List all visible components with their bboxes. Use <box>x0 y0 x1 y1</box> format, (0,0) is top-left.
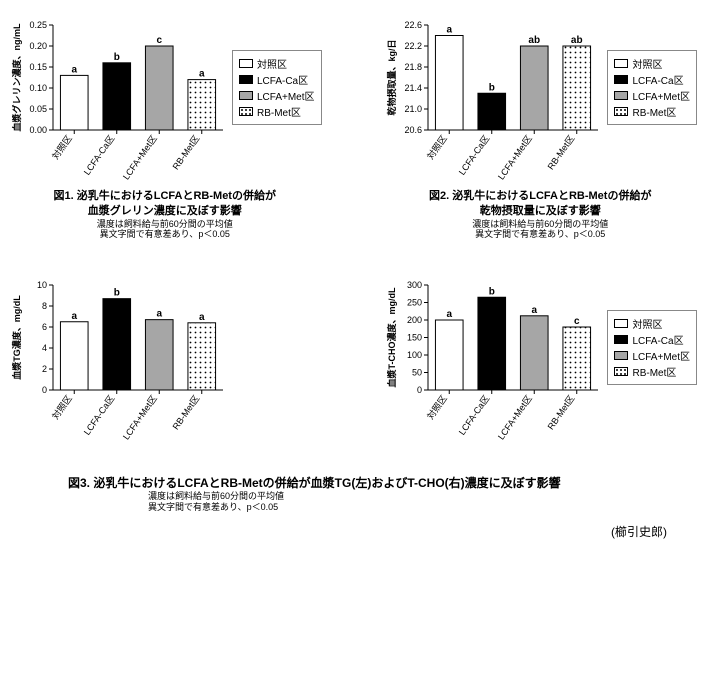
svg-text:RB-Met区: RB-Met区 <box>546 133 577 171</box>
svg-text:LCFA+Met区: LCFA+Met区 <box>121 133 159 181</box>
svg-text:RB-Met区: RB-Met区 <box>171 133 202 171</box>
svg-text:乾物摂取量、kg/日: 乾物摂取量、kg/日 <box>386 39 397 115</box>
svg-text:250: 250 <box>407 298 422 308</box>
fig3b-legend: 対照区LCFA-Ca区LCFA+Met区RB-Met区 <box>607 310 697 385</box>
svg-text:20.6: 20.6 <box>405 125 423 135</box>
svg-text:a: a <box>71 311 77 322</box>
svg-text:ab: ab <box>529 35 541 46</box>
svg-text:LCFA+Met区: LCFA+Met区 <box>121 394 159 442</box>
svg-text:0.20: 0.20 <box>29 41 47 51</box>
svg-text:6: 6 <box>42 322 47 332</box>
svg-text:200: 200 <box>407 315 422 325</box>
svg-text:a: a <box>199 69 205 80</box>
fig2-panel: 20.6 21.0 21.4 21.8 22.2 22.6 a 対照区 b LCFA-Ca区 ab L… <box>383 10 697 240</box>
svg-text:b: b <box>489 287 495 298</box>
fig2-caption: 図2. 泌乳牛におけるLCFAとRB-Metの併給が 乾物摂取量に及ぼす影響 濃… <box>429 189 651 240</box>
svg-text:c: c <box>156 35 162 46</box>
svg-text:0: 0 <box>417 385 422 395</box>
fig3-caption: 図3. 泌乳牛におけるLCFAとRB-Metの併給が血漿TG(左)およびT-CH… <box>8 475 697 513</box>
fig3b-chart: 0 50 100 150 200 250 300 a 対照区 b LCFA-Ca区 a LCFA+Met… <box>383 270 603 445</box>
svg-text:LCFA-Ca区: LCFA-Ca区 <box>457 394 492 437</box>
svg-text:c: c <box>574 316 580 327</box>
svg-text:22.2: 22.2 <box>405 41 423 51</box>
svg-text:300: 300 <box>407 280 422 290</box>
svg-text:血漿グレリン濃度、ng/mL: 血漿グレリン濃度、ng/mL <box>11 23 22 131</box>
svg-text:RB-Met区: RB-Met区 <box>171 394 202 432</box>
svg-text:LCFA-Ca区: LCFA-Ca区 <box>82 133 117 176</box>
svg-text:21.0: 21.0 <box>405 104 423 114</box>
svg-text:21.4: 21.4 <box>405 83 423 93</box>
svg-text:4: 4 <box>42 343 47 353</box>
svg-text:0.15: 0.15 <box>29 62 47 72</box>
svg-text:22.6: 22.6 <box>405 20 423 30</box>
fig3a-panel: 0 2 4 6 8 10 a 対照区 b LCFA-Ca区 a LCFA+Met区 a RB-Met区 血漿… <box>8 270 228 445</box>
svg-text:a: a <box>156 309 162 320</box>
fig1-legend: 対照区LCFA-Ca区LCFA+Met区RB-Met区 <box>232 50 322 125</box>
fig2-chart: 20.6 21.0 21.4 21.8 22.2 22.6 a 対照区 b LCFA-Ca区 ab L… <box>383 10 603 185</box>
svg-text:RB-Met区: RB-Met区 <box>546 394 577 432</box>
fig1-panel: 0.00 0.05 0.10 0.15 0.20 0.25 a 対照区 b LCFA-Ca区 c LC… <box>8 10 322 240</box>
svg-text:0.10: 0.10 <box>29 83 47 93</box>
svg-text:b: b <box>489 82 495 93</box>
svg-text:a: a <box>532 305 538 316</box>
svg-text:LCFA-Ca区: LCFA-Ca区 <box>457 133 492 176</box>
svg-text:a: a <box>447 309 453 320</box>
fig1-chart: 0.00 0.05 0.10 0.15 0.20 0.25 a 対照区 b LCFA-Ca区 c LC… <box>8 10 228 185</box>
author: (櫛引史郎) <box>8 523 697 540</box>
svg-text:0.05: 0.05 <box>29 104 47 114</box>
svg-text:ab: ab <box>571 35 583 46</box>
svg-text:LCFA+Met区: LCFA+Met区 <box>496 394 534 442</box>
svg-text:50: 50 <box>412 368 422 378</box>
svg-text:血漿TG濃度、mg/dL: 血漿TG濃度、mg/dL <box>11 295 22 380</box>
svg-text:a: a <box>447 25 453 36</box>
svg-text:8: 8 <box>42 301 47 311</box>
fig3b-panel: 0 50 100 150 200 250 300 a 対照区 b LCFA-Ca区 a LCFA+Met… <box>383 270 697 445</box>
svg-text:対照区: 対照区 <box>49 393 74 421</box>
svg-text:血漿T-CHO濃度、mg/dL: 血漿T-CHO濃度、mg/dL <box>386 287 397 387</box>
svg-text:150: 150 <box>407 333 422 343</box>
svg-text:対照区: 対照区 <box>425 393 450 421</box>
fig1-caption: 図1. 泌乳牛におけるLCFAとRB-Metの併給が 血漿グレリン濃度に及ぼす影… <box>54 189 276 240</box>
svg-text:21.8: 21.8 <box>405 62 423 72</box>
svg-text:10: 10 <box>37 280 47 290</box>
svg-text:a: a <box>71 64 77 75</box>
svg-text:a: a <box>199 312 205 323</box>
svg-text:0: 0 <box>42 385 47 395</box>
svg-text:0.25: 0.25 <box>29 20 47 30</box>
svg-text:LCFA-Ca区: LCFA-Ca区 <box>82 394 117 437</box>
svg-text:LCFA+Met区: LCFA+Met区 <box>496 133 534 181</box>
svg-text:対照区: 対照区 <box>425 133 450 161</box>
svg-text:対照区: 対照区 <box>49 133 74 161</box>
svg-text:b: b <box>114 52 120 63</box>
svg-text:0.00: 0.00 <box>29 125 47 135</box>
fig3a-chart: 0 2 4 6 8 10 a 対照区 b LCFA-Ca区 a LCFA+Met区 a RB-Met区 血漿… <box>8 270 228 445</box>
svg-text:b: b <box>114 288 120 299</box>
svg-text:2: 2 <box>42 364 47 374</box>
svg-text:100: 100 <box>407 350 422 360</box>
fig2-legend: 対照区LCFA-Ca区LCFA+Met区RB-Met区 <box>607 50 697 125</box>
